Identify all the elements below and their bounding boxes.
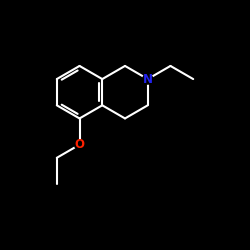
Text: N: N xyxy=(143,72,153,86)
Circle shape xyxy=(74,140,85,150)
Circle shape xyxy=(143,74,153,84)
Text: O: O xyxy=(74,138,85,151)
